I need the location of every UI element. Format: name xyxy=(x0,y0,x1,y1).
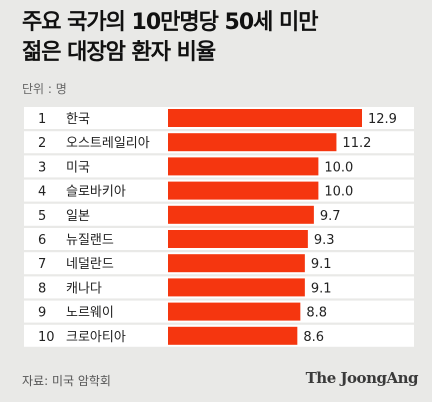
bar xyxy=(168,133,337,152)
value-label: 12.9 xyxy=(368,112,397,127)
value-label: 9.1 xyxy=(311,281,332,296)
chart-title: 주요 국가의 10만명당 50세 미만 젊은 대장암 환자 비율 xyxy=(22,8,422,68)
value-label: 10.0 xyxy=(324,160,353,175)
rank-label: 3 xyxy=(38,160,46,175)
value-label: 10.0 xyxy=(324,185,353,200)
source-note: 자료: 미국 암학회 xyxy=(22,374,111,388)
rank-label: 4 xyxy=(38,185,46,200)
bar xyxy=(168,326,298,345)
country-label: 일본 xyxy=(66,209,90,224)
rank-label: 1 xyxy=(38,112,46,127)
country-label: 한국 xyxy=(66,112,90,127)
rank-label: 9 xyxy=(38,306,46,321)
country-label: 크로아티아 xyxy=(66,330,126,345)
rank-label: 7 xyxy=(38,257,46,272)
country-label: 미국 xyxy=(66,160,90,175)
rank-label: 5 xyxy=(38,209,46,224)
rank-label: 6 xyxy=(38,233,46,248)
country-label: 뉴질랜드 xyxy=(66,233,114,248)
country-label: 네덜란드 xyxy=(66,257,114,272)
title-line-2: 젊은 대장암 환자 비율 xyxy=(22,40,216,65)
bar xyxy=(168,109,362,127)
country-label: 캐나다 xyxy=(66,281,102,296)
value-label: 9.7 xyxy=(320,209,341,224)
bar xyxy=(168,278,305,297)
bar xyxy=(168,157,319,176)
country-label: 슬로바키아 xyxy=(66,185,126,200)
value-label: 8.8 xyxy=(306,306,327,321)
bar xyxy=(168,254,305,273)
value-label: 9.3 xyxy=(314,233,335,248)
bar xyxy=(168,205,314,224)
rank-label: 8 xyxy=(38,281,46,296)
title-line-1: 주요 국가의 10만명당 50세 미만 xyxy=(22,10,319,35)
country-label: 노르웨이 xyxy=(66,306,114,321)
bar xyxy=(168,181,319,200)
country-label: 오스트레일리아 xyxy=(66,136,150,151)
unit-label: 단위 : 명 xyxy=(22,82,67,96)
bar xyxy=(168,302,301,321)
value-label: 9.1 xyxy=(311,257,332,272)
bar xyxy=(168,230,308,248)
value-label: 11.2 xyxy=(342,136,371,151)
rank-label: 10 xyxy=(38,330,55,345)
value-label: 8.6 xyxy=(303,330,324,345)
brand-logo: The JoongAng xyxy=(305,369,419,387)
rank-label: 2 xyxy=(38,136,46,151)
